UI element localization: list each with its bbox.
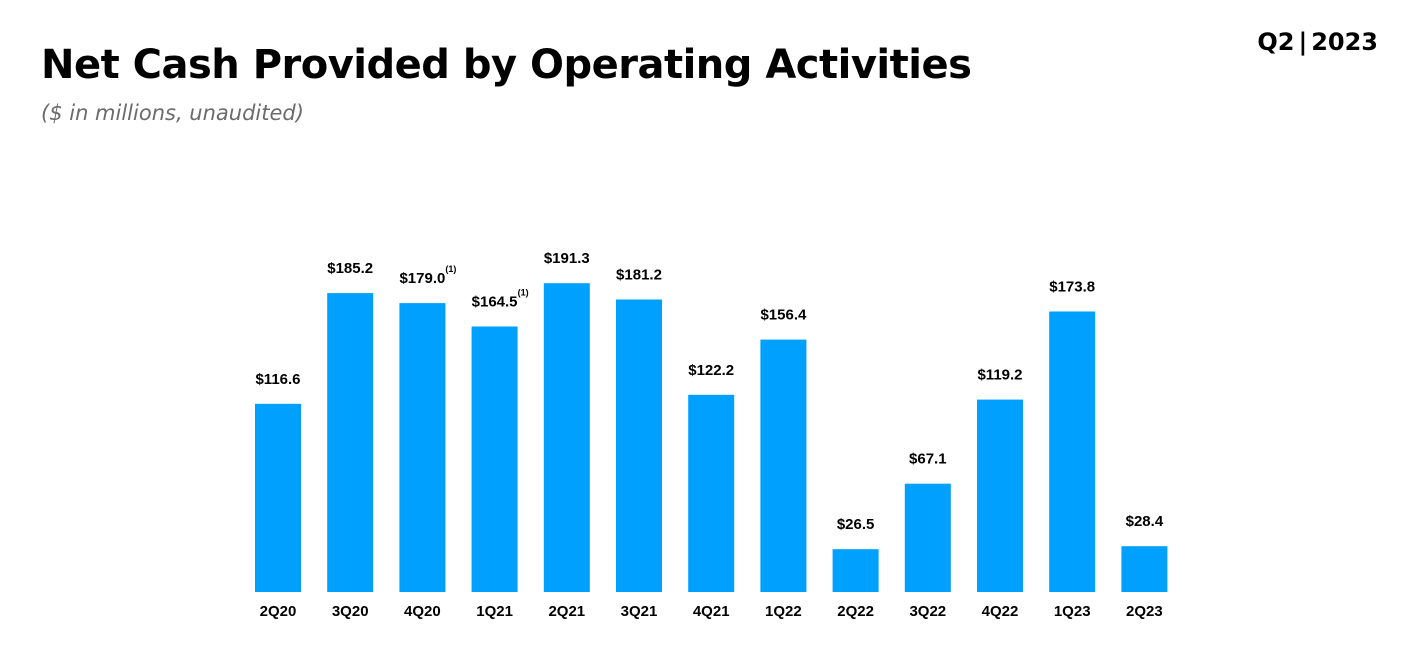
x-tick-3Q21: 3Q21 <box>621 603 658 620</box>
bar-3Q22 <box>904 483 951 592</box>
x-tick-2Q22: 2Q22 <box>837 603 874 620</box>
x-tick-3Q20: 3Q20 <box>332 603 369 620</box>
bar-2Q22 <box>832 549 879 592</box>
x-tick-4Q22: 4Q22 <box>982 603 1019 620</box>
data-label-2Q22: $26.5 <box>837 516 875 533</box>
data-label-4Q22: $119.2 <box>977 367 1022 384</box>
bar-2Q23 <box>1121 546 1168 592</box>
bar-4Q21 <box>688 394 735 592</box>
bar-3Q20 <box>327 293 374 592</box>
footnote-marker-4Q20: (1) <box>445 264 456 274</box>
bar-1Q22 <box>760 339 807 592</box>
data-label-2Q21: $191.3 <box>544 250 590 267</box>
bar-2Q21 <box>543 283 590 592</box>
footnote-marker-1Q21: (1) <box>518 288 529 298</box>
data-label-1Q23: $173.8 <box>1049 279 1095 296</box>
period-badge: Q2 | 2023 <box>1257 28 1378 56</box>
data-label-3Q20: $185.2 <box>327 260 373 277</box>
data-label-3Q22: $67.1 <box>909 451 947 468</box>
data-label-4Q21: $122.2 <box>688 362 734 379</box>
bar-3Q21 <box>616 299 662 592</box>
data-label-2Q20: $116.6 <box>255 371 300 388</box>
bar-1Q21 <box>471 326 518 592</box>
page-title: Net Cash Provided by Operating Activitie… <box>41 42 972 88</box>
x-tick-4Q20: 4Q20 <box>404 603 441 620</box>
period-year: 2023 <box>1311 28 1378 56</box>
x-tick-2Q21: 2Q21 <box>548 603 585 620</box>
x-tick-1Q23: 1Q23 <box>1054 603 1091 620</box>
bar-2Q20 <box>255 403 301 592</box>
period-separator: | <box>1298 28 1308 56</box>
x-tick-1Q22: 1Q22 <box>765 603 802 620</box>
x-tick-4Q21: 4Q21 <box>693 603 730 620</box>
period-quarter: Q2 <box>1257 28 1295 56</box>
data-label-2Q23: $28.4 <box>1126 513 1164 530</box>
bar-1Q23 <box>1049 311 1096 592</box>
x-tick-2Q20: 2Q20 <box>260 603 297 620</box>
x-tick-2Q23: 2Q23 <box>1126 603 1163 620</box>
x-tick-1Q21: 1Q21 <box>476 603 513 620</box>
data-label-1Q22: $156.4 <box>760 307 807 324</box>
x-tick-3Q22: 3Q22 <box>909 603 946 620</box>
bar-4Q20 <box>399 303 446 592</box>
data-label-1Q21: $164.5 <box>472 294 518 311</box>
data-label-3Q21: $181.2 <box>616 267 662 284</box>
page-subtitle: ($ in millions, unaudited) <box>41 101 304 125</box>
data-label-4Q20: $179.0 <box>399 270 445 287</box>
bar-4Q22 <box>977 399 1023 592</box>
